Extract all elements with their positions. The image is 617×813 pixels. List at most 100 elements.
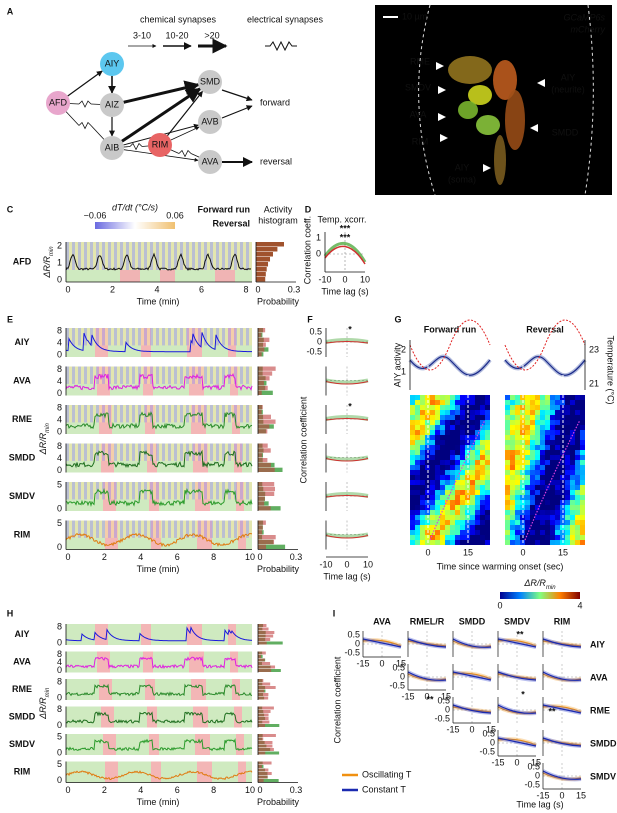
heatmap-cell [545,445,550,450]
heatmap-cell [420,515,425,520]
heatmap-cell [505,470,510,475]
heatmap-cell [515,510,520,515]
tick-label: 0 [57,637,62,647]
heatmap-cell [575,445,580,450]
synapse [121,87,202,143]
heatmap-cell [575,405,580,410]
heatmap-cell [445,530,450,535]
heatmap-cell [555,480,560,485]
heatmap-cell [445,515,450,520]
heatmap-cell [455,425,460,430]
heatmap-cell [480,480,485,485]
heatmap-cell [550,405,555,410]
hist-bar [258,669,272,672]
tick-label: 0 [355,638,360,648]
heatmap-cell [440,440,445,445]
heatmap-cell [545,415,550,420]
heatmap-cell [570,540,575,545]
heatmap-cell [535,525,540,530]
heatmap-cell [570,485,575,490]
heatmap-cell [505,460,510,465]
label-main: ΔR/R [42,256,52,279]
hist-bar [258,665,276,669]
xcorr-curve [407,671,447,681]
hist-bar [258,779,264,782]
axis-label: Time (min) [137,797,180,807]
heatmap-cell [460,435,465,440]
tick-label: 1 [316,232,321,242]
heatmap-cell [420,480,425,485]
heatmap-cell [515,430,520,435]
heatmap-cell [575,395,580,400]
heatmap-cell [455,530,460,535]
heatmap-cell [475,395,480,400]
heatmap-cell [420,395,425,400]
state-band [101,706,114,728]
tick-label: 0 [257,785,262,795]
heatmap-cell [440,540,445,545]
heatmap-cell [525,410,530,415]
heatmap-cell [415,525,420,530]
heatmap-cell [550,470,555,475]
heatmap-cell [540,440,545,445]
hist-bar [258,453,263,458]
channel-label: mCherry [570,24,605,34]
heatmap-cell [460,490,465,495]
subplot-title: Forward run [424,324,477,334]
heatmap-cell [445,495,450,500]
hist-title: Activity [264,204,293,214]
axis-label: Time lag (s) [323,571,370,581]
heatmap-cell [580,400,585,405]
heatmap-cell [420,495,425,500]
heatmap-cell [530,515,535,520]
heatmap-cell [510,530,515,535]
tick-label: 5 [57,518,62,528]
hist-bar [258,655,262,658]
heatmap-cell [575,540,580,545]
heatmap-cell [530,465,535,470]
heatmap-cell [555,415,560,420]
temperature-trace [504,319,586,371]
heatmap-cell [410,430,415,435]
tick-label: 0 [400,671,405,681]
heatmap-cell [570,475,575,480]
axis-label: Time lag (s) [321,286,368,296]
heatmap-cell [485,420,490,425]
heatmap-cell [430,525,435,530]
heatmap-cell [435,405,440,410]
channel-label: GCaMP6s [563,12,605,22]
heatmap-cell [480,485,485,490]
heatmap-cell [575,525,580,530]
heatmap-cell [455,525,460,530]
heatmap-cell [430,485,435,490]
tick-label: 0.3 [288,284,301,294]
heatmap-cell [420,540,425,545]
heatmap-cell [535,420,540,425]
heatmap-cell [450,540,455,545]
heatmap-cell [580,460,585,465]
xcorr-curve [407,640,447,647]
heatmap-cell [505,435,510,440]
heatmap-cell [485,480,490,485]
heatmap-cell [475,415,480,420]
tick-label: 2 [110,284,115,294]
heatmap-cell [535,400,540,405]
heatmap-cell [580,480,585,485]
tick-label: 0 [57,775,62,785]
node-label: SMD [200,76,221,86]
activity-trace [65,626,253,642]
legend-label: chemical synapses [140,14,217,24]
heatmap-cell [535,470,540,475]
heatmap-cell [545,515,550,520]
tick-label: 0.3 [290,785,303,795]
heatmap-cell [570,400,575,405]
heatmap-cell [580,505,585,510]
tick-label: 0 [257,552,262,562]
heatmap-cell [510,475,515,480]
heatmap-cell [450,445,455,450]
heatmap-cell [470,470,475,475]
heatmap-cell [550,525,555,530]
significance: * [348,401,352,411]
heatmap-cell [440,505,445,510]
heatmap-cell [450,405,455,410]
